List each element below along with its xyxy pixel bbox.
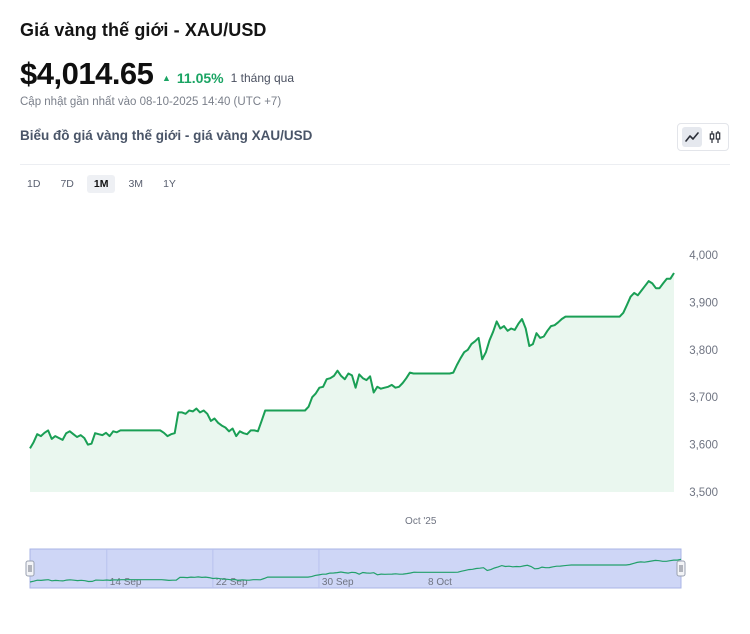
range-selector: 1D 7D 1M 3M 1Y: [20, 175, 183, 193]
navigator-right-handle[interactable]: [676, 560, 686, 577]
price-area: [30, 273, 674, 492]
line-chart-icon: [684, 132, 699, 142]
candlestick-chart-icon: [709, 131, 720, 143]
y-tick-label: 3,800: [689, 345, 718, 357]
navigator-tick-label: 30 Sep: [322, 577, 354, 588]
y-tick-label: 4,000: [689, 250, 718, 262]
price-change: ▲ 11.05% 1 tháng qua: [162, 70, 294, 86]
range-1m-button[interactable]: 1M: [86, 175, 116, 193]
change-period: 1 tháng qua: [230, 71, 295, 85]
navigator-tick-label: 8 Oct: [428, 577, 452, 588]
range-3m-button[interactable]: 3M: [128, 178, 144, 190]
change-percent: 11.05%: [176, 70, 224, 86]
line-chart-button[interactable]: [681, 127, 702, 147]
y-tick-label: 3,500: [689, 487, 718, 499]
y-tick-label: 3,900: [689, 297, 718, 309]
navigator-line: [29, 558, 682, 583]
page-title: Giá vàng thế giới - XAU/USD: [20, 20, 267, 40]
price-line: [29, 272, 675, 449]
candlestick-chart-button[interactable]: [705, 127, 725, 147]
y-tick-label: 3,600: [689, 440, 718, 452]
handle-box: [676, 560, 686, 577]
range-1y-button[interactable]: 1Y: [163, 178, 176, 190]
header-divider: [20, 164, 730, 165]
navigator-selection: [29, 548, 682, 589]
up-arrow-icon: ▲: [162, 73, 171, 83]
chart-subtitle: Biểu đồ giá vàng thế giới - giá vàng XAU…: [20, 128, 313, 143]
y-tick-label: 3,700: [689, 392, 718, 404]
range-1d-button[interactable]: 1D: [27, 178, 41, 190]
handle-box: [25, 560, 35, 577]
x-tick-label: Oct '25: [405, 516, 437, 527]
last-updated: Cập nhật gần nhất vào 08-10-2025 14:40 (…: [20, 96, 282, 108]
navigator-tick-label: 22 Sep: [216, 577, 248, 588]
chart-type-toggle: [677, 123, 729, 151]
navigator-tick-label: 14 Sep: [110, 577, 142, 588]
navigator-left-handle[interactable]: [25, 560, 35, 577]
range-7d-button[interactable]: 7D: [60, 178, 74, 190]
current-price: $4,014.65: [20, 56, 154, 91]
